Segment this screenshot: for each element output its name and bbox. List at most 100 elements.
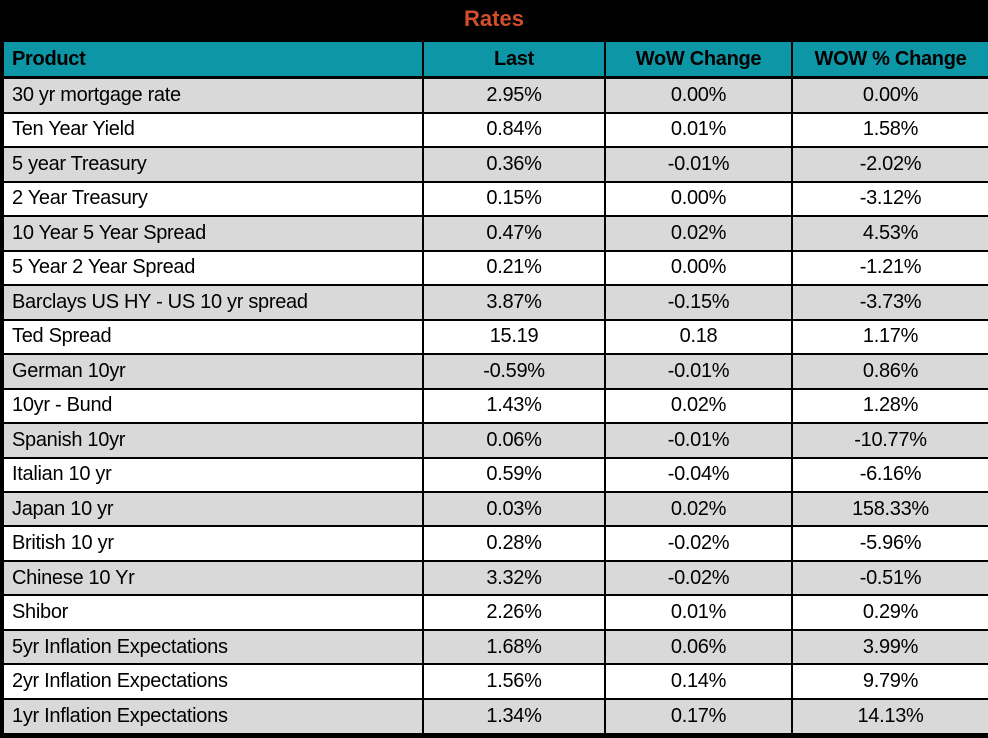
table-row: Ten Year Yield 0.84% 0.01% 1.58% [1, 111, 988, 149]
cell-last: 2.26% [422, 594, 606, 631]
table-row: Italian 10 yr 0.59% -0.04% -6.16% [1, 456, 988, 494]
cell-wow-change: 0.18 [604, 318, 793, 356]
table-row: 2 Year Treasury 0.15% 0.00% -3.12% [1, 180, 988, 218]
header-wow-change: WoW Change [604, 39, 793, 79]
cell-wow-pct-change: 1.58% [791, 111, 988, 149]
cell-wow-change: 0.14% [604, 663, 793, 700]
table-row: 2yr Inflation Expectations 1.56% 0.14% 9.79… [1, 663, 988, 700]
table-row: 30 yr mortgage rate 2.95% 0.00% 0.00% [1, 76, 988, 114]
cell-last: 0.28% [422, 525, 606, 562]
cell-wow-pct-change: 158.33% [791, 490, 988, 528]
cell-last: -0.59% [422, 353, 606, 390]
cell-product: 10yr - Bund [1, 387, 424, 425]
cell-product: Chinese 10 Yr [1, 559, 424, 597]
table-row: Chinese 10 Yr 3.32% -0.02% -0.51% [1, 559, 988, 597]
table-title-bar: Rates [0, 0, 988, 38]
cell-product: Ted Spread [1, 318, 424, 356]
cell-wow-pct-change: -3.73% [791, 284, 988, 321]
cell-product: Japan 10 yr [1, 490, 424, 528]
cell-last: 0.36% [422, 146, 606, 183]
rates-table: Product Last WoW Change WOW % Change 30 … [0, 38, 988, 738]
cell-product: German 10yr [1, 353, 424, 390]
table-row: German 10yr -0.59% -0.01% 0.86% [1, 353, 988, 390]
cell-wow-change: -0.01% [604, 146, 793, 183]
cell-wow-pct-change: -2.02% [791, 146, 988, 183]
cell-last: 3.32% [422, 559, 606, 597]
table-row: British 10 yr 0.28% -0.02% -5.96% [1, 525, 988, 562]
cell-wow-pct-change: 1.28% [791, 387, 988, 425]
cell-product: 5 Year 2 Year Spread [1, 249, 424, 287]
cell-wow-change: 0.02% [604, 215, 793, 252]
cell-wow-pct-change: 14.13% [791, 697, 988, 737]
header-row: Product Last WoW Change WOW % Change [1, 39, 988, 79]
table-body: 30 yr mortgage rate 2.95% 0.00% 0.00% Ten Ye… [1, 76, 988, 737]
table-row: 10yr - Bund 1.43% 0.02% 1.28% [1, 387, 988, 425]
cell-last: 15.19 [422, 318, 606, 356]
header-last: Last [422, 39, 606, 79]
cell-last: 0.06% [422, 422, 606, 459]
table-row: Shibor 2.26% 0.01% 0.29% [1, 594, 988, 631]
cell-last: 0.59% [422, 456, 606, 494]
cell-product: Ten Year Yield [1, 111, 424, 149]
cell-product: 2yr Inflation Expectations [1, 663, 424, 700]
table-title: Rates [464, 6, 524, 31]
cell-wow-change: 0.01% [604, 111, 793, 149]
cell-wow-change: 0.01% [604, 594, 793, 631]
cell-wow-change: 0.02% [604, 490, 793, 528]
cell-product: Spanish 10yr [1, 422, 424, 459]
table-row: Spanish 10yr 0.06% -0.01% -10.77% [1, 422, 988, 459]
cell-wow-change: 0.00% [604, 180, 793, 218]
cell-product: 1yr Inflation Expectations [1, 697, 424, 737]
cell-last: 3.87% [422, 284, 606, 321]
cell-wow-pct-change: 0.29% [791, 594, 988, 631]
header-wow-pct-change: WOW % Change [791, 39, 988, 79]
cell-product: Barclays US HY - US 10 yr spread [1, 284, 424, 321]
cell-wow-change: -0.04% [604, 456, 793, 494]
cell-product: 2 Year Treasury [1, 180, 424, 218]
cell-last: 2.95% [422, 76, 606, 114]
cell-wow-change: 0.00% [604, 76, 793, 114]
cell-wow-change: 0.00% [604, 249, 793, 287]
cell-wow-pct-change: -3.12% [791, 180, 988, 218]
table-row: 5yr Inflation Expectations 1.68% 0.06% 3.99… [1, 628, 988, 666]
cell-wow-pct-change: 4.53% [791, 215, 988, 252]
cell-product: British 10 yr [1, 525, 424, 562]
cell-wow-change: -0.02% [604, 559, 793, 597]
table-row: 5 Year 2 Year Spread 0.21% 0.00% -1.21% [1, 249, 988, 287]
cell-wow-pct-change: -6.16% [791, 456, 988, 494]
cell-last: 1.43% [422, 387, 606, 425]
cell-product: Italian 10 yr [1, 456, 424, 494]
table-row: 1yr Inflation Expectations 1.34% 0.17% 14.1… [1, 697, 988, 737]
cell-wow-pct-change: 1.17% [791, 318, 988, 356]
cell-last: 0.84% [422, 111, 606, 149]
table-row: Japan 10 yr 0.03% 0.02% 158.33% [1, 490, 988, 528]
cell-wow-change: -0.02% [604, 525, 793, 562]
cell-wow-pct-change: -5.96% [791, 525, 988, 562]
cell-product: 10 Year 5 Year Spread [1, 215, 424, 252]
table-row: Barclays US HY - US 10 yr spread 3.87% -0.… [1, 284, 988, 321]
table-row: 10 Year 5 Year Spread 0.47% 0.02% 4.53% [1, 215, 988, 252]
cell-wow-change: 0.06% [604, 628, 793, 666]
cell-wow-change: -0.01% [604, 422, 793, 459]
cell-wow-pct-change: 3.99% [791, 628, 988, 666]
cell-wow-change: -0.15% [604, 284, 793, 321]
cell-wow-pct-change: -0.51% [791, 559, 988, 597]
cell-last: 0.47% [422, 215, 606, 252]
cell-wow-change: -0.01% [604, 353, 793, 390]
cell-wow-change: 0.02% [604, 387, 793, 425]
table-row: 5 year Treasury 0.36% -0.01% -2.02% [1, 146, 988, 183]
cell-wow-pct-change: -1.21% [791, 249, 988, 287]
cell-wow-change: 0.17% [604, 697, 793, 737]
cell-last: 0.03% [422, 490, 606, 528]
cell-wow-pct-change: 9.79% [791, 663, 988, 700]
cell-product: 30 yr mortgage rate [1, 76, 424, 114]
cell-wow-pct-change: 0.00% [791, 76, 988, 114]
cell-last: 1.56% [422, 663, 606, 700]
cell-product: 5 year Treasury [1, 146, 424, 183]
cell-product: 5yr Inflation Expectations [1, 628, 424, 666]
header-product: Product [1, 39, 424, 79]
cell-wow-pct-change: 0.86% [791, 353, 988, 390]
table-row: Ted Spread 15.19 0.18 1.17% [1, 318, 988, 356]
cell-last: 1.68% [422, 628, 606, 666]
